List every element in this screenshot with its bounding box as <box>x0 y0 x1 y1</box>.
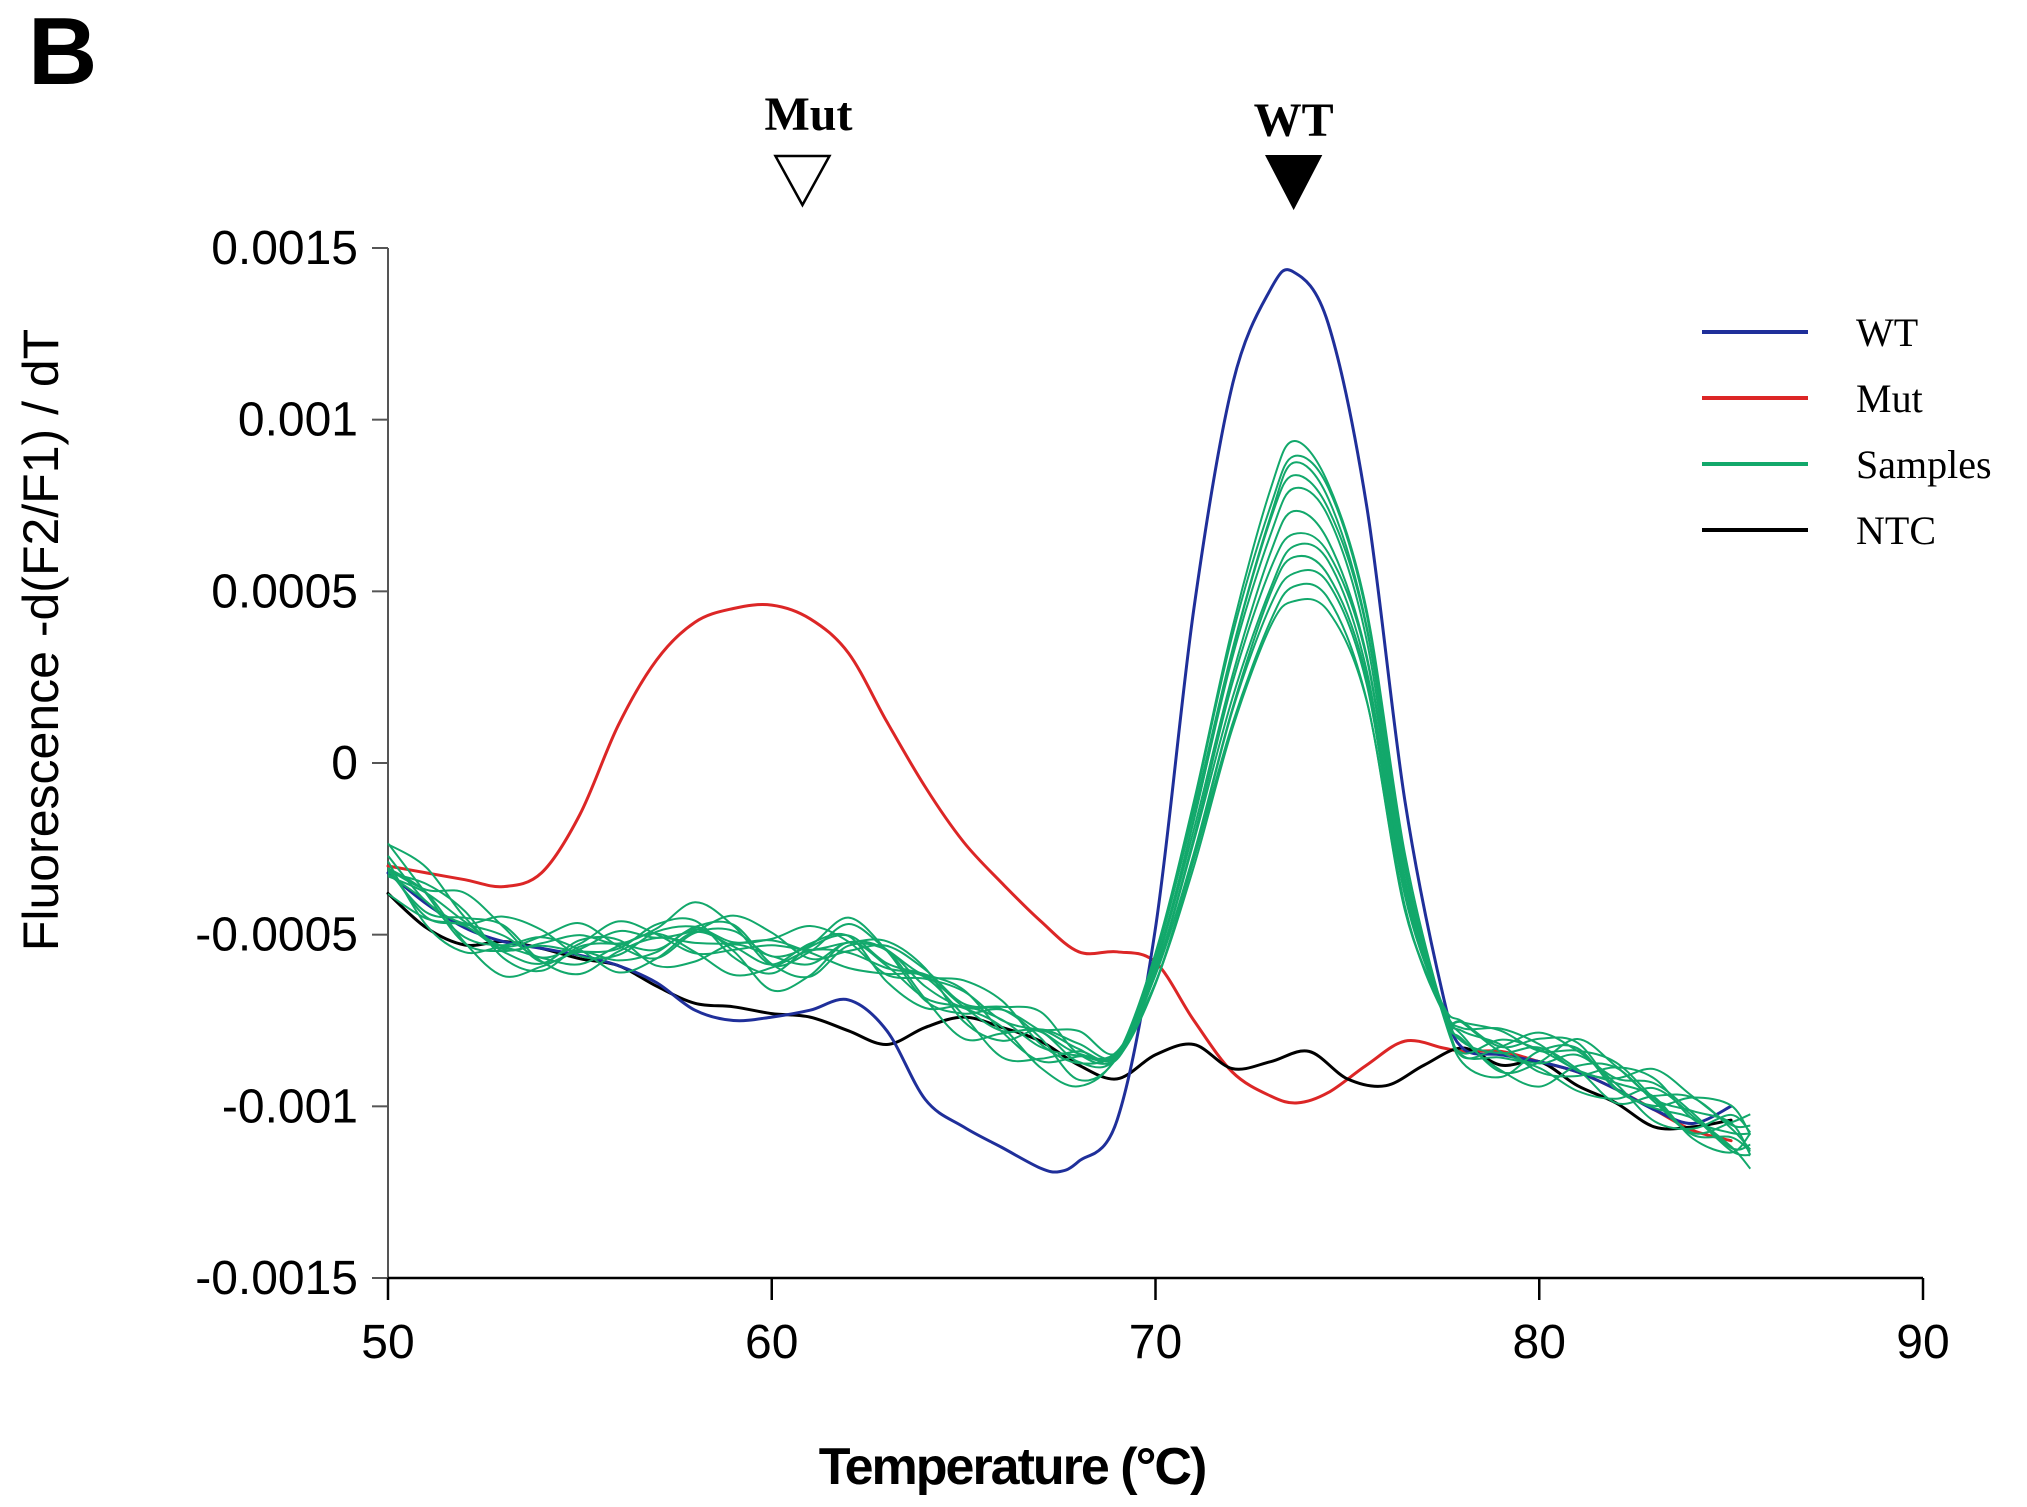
series-layer <box>386 268 1752 1174</box>
series-samples-line <box>387 440 1751 1157</box>
series-samples-line <box>387 486 1752 1134</box>
y-tick-label: 0.0015 <box>211 222 358 275</box>
x-tick-label: 60 <box>745 1316 798 1369</box>
y-ticks: -0.0015 -0.001 -0.0005 0 0.0005 0.001 0.0015 <box>195 222 388 1305</box>
legend-label-wt: WT <box>1856 310 1918 355</box>
annotation-mut: Mut <box>764 88 852 208</box>
legend-label-mut: Mut <box>1856 376 1923 421</box>
series-wt-line <box>386 268 1733 1174</box>
filled-triangle-marker <box>1265 155 1323 211</box>
y-tick-label: 0.0005 <box>211 565 358 618</box>
annotation-wt-label: WT <box>1254 94 1334 147</box>
y-tick-label: 0.001 <box>238 394 358 447</box>
y-axis-title: Fluorescence -d(F2/F1) / dT <box>13 329 69 951</box>
legend-label-samples: Samples <box>1856 442 1992 487</box>
legend-label-ntc: NTC <box>1856 508 1936 553</box>
x-tick-label: 80 <box>1513 1316 1566 1369</box>
series-ntc-line <box>386 892 1733 1131</box>
annotation-mut-label: Mut <box>764 88 852 141</box>
legend: WT Mut Samples NTC <box>1702 310 1992 553</box>
x-tick-label: 50 <box>361 1316 414 1369</box>
annotation-wt: WT <box>1254 94 1334 211</box>
series-samples-line <box>387 554 1751 1151</box>
panel-label: B <box>28 0 97 105</box>
series-samples-line <box>387 597 1751 1129</box>
y-tick-label: -0.0005 <box>195 909 358 962</box>
x-ticks: 50 60 70 80 90 <box>361 1278 1950 1369</box>
y-tick-label: -0.0015 <box>195 1252 358 1305</box>
open-triangle-marker <box>773 154 832 208</box>
x-axis-title: Temperature (°C) <box>819 1438 1206 1496</box>
x-tick-label: 90 <box>1896 1316 1949 1369</box>
series-samples-line <box>387 454 1751 1153</box>
x-tick-label: 70 <box>1129 1316 1182 1369</box>
y-tick-label: -0.001 <box>222 1080 358 1133</box>
y-tick-label: 0 <box>331 737 358 790</box>
